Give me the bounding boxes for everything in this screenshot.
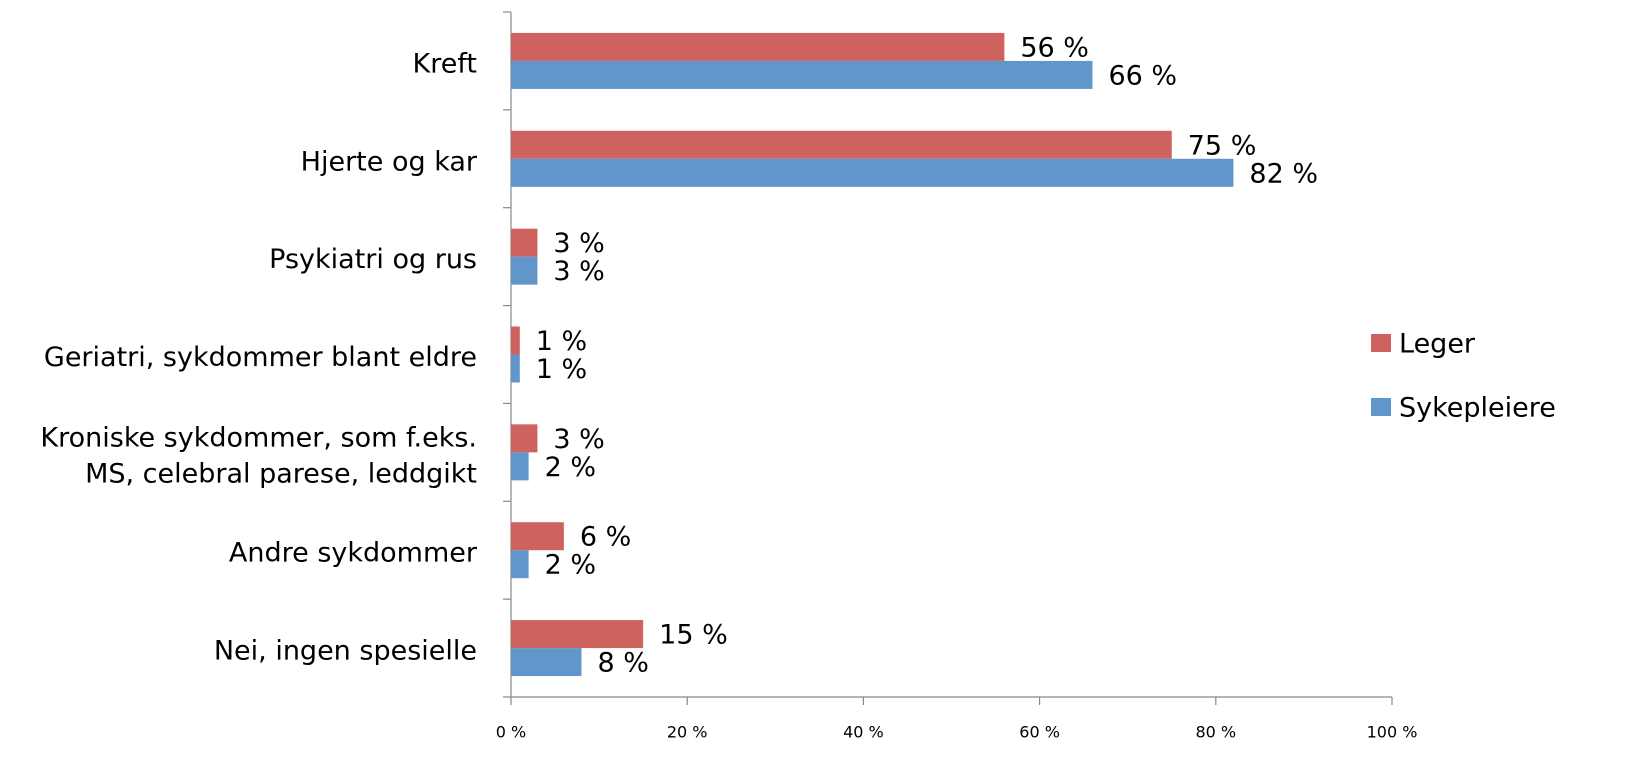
value-label: 3 % bbox=[553, 424, 604, 455]
category-label: Nei, ingen spesielle bbox=[214, 636, 477, 667]
legend-label: Sykepleiere bbox=[1399, 393, 1556, 424]
bar bbox=[511, 32, 1005, 61]
legend-swatch bbox=[1371, 398, 1391, 416]
bar bbox=[511, 452, 529, 481]
category-label: Psykiatri og rus bbox=[269, 244, 477, 275]
x-tick-label: 0 % bbox=[496, 723, 526, 742]
bar bbox=[511, 228, 538, 257]
x-tick-label: 20 % bbox=[667, 723, 708, 742]
value-label: 15 % bbox=[659, 620, 728, 651]
x-tick-label: 80 % bbox=[1195, 723, 1236, 742]
legend-swatch bbox=[1371, 334, 1391, 352]
category-label: Kroniske sykdommer, som f.eks. MS, celebr… bbox=[40, 422, 477, 489]
bar bbox=[511, 620, 644, 649]
x-tick-label: 100 % bbox=[1367, 723, 1418, 742]
value-label: 56 % bbox=[1020, 32, 1089, 63]
category-label: Hjerte og kar bbox=[301, 146, 478, 177]
value-label: 2 % bbox=[545, 550, 596, 581]
bar bbox=[511, 256, 538, 285]
bar bbox=[511, 550, 529, 579]
value-label: 6 % bbox=[580, 522, 631, 553]
value-label: 82 % bbox=[1249, 158, 1318, 189]
value-label: 3 % bbox=[553, 256, 604, 287]
category-label: Geriatri, sykdommer blant eldre bbox=[44, 342, 477, 373]
bar bbox=[511, 326, 520, 355]
x-tick-label: 60 % bbox=[1019, 723, 1060, 742]
value-label: 1 % bbox=[536, 326, 587, 357]
legend-label: Leger bbox=[1399, 329, 1476, 360]
value-label: 2 % bbox=[545, 452, 596, 483]
category-label: Kreft bbox=[413, 48, 477, 79]
bar bbox=[511, 60, 1093, 89]
value-label: 8 % bbox=[597, 648, 648, 679]
value-label: 3 % bbox=[553, 228, 604, 259]
bar bbox=[511, 648, 582, 677]
bar bbox=[511, 158, 1234, 187]
value-label: 1 % bbox=[536, 354, 587, 385]
category-label: Andre sykdommer bbox=[229, 538, 478, 569]
bar bbox=[511, 522, 564, 551]
x-tick-label: 40 % bbox=[843, 723, 884, 742]
value-label: 75 % bbox=[1188, 130, 1257, 161]
bar bbox=[511, 354, 520, 383]
bar bbox=[511, 424, 538, 453]
bar bbox=[511, 130, 1172, 159]
value-label: 66 % bbox=[1108, 60, 1177, 91]
